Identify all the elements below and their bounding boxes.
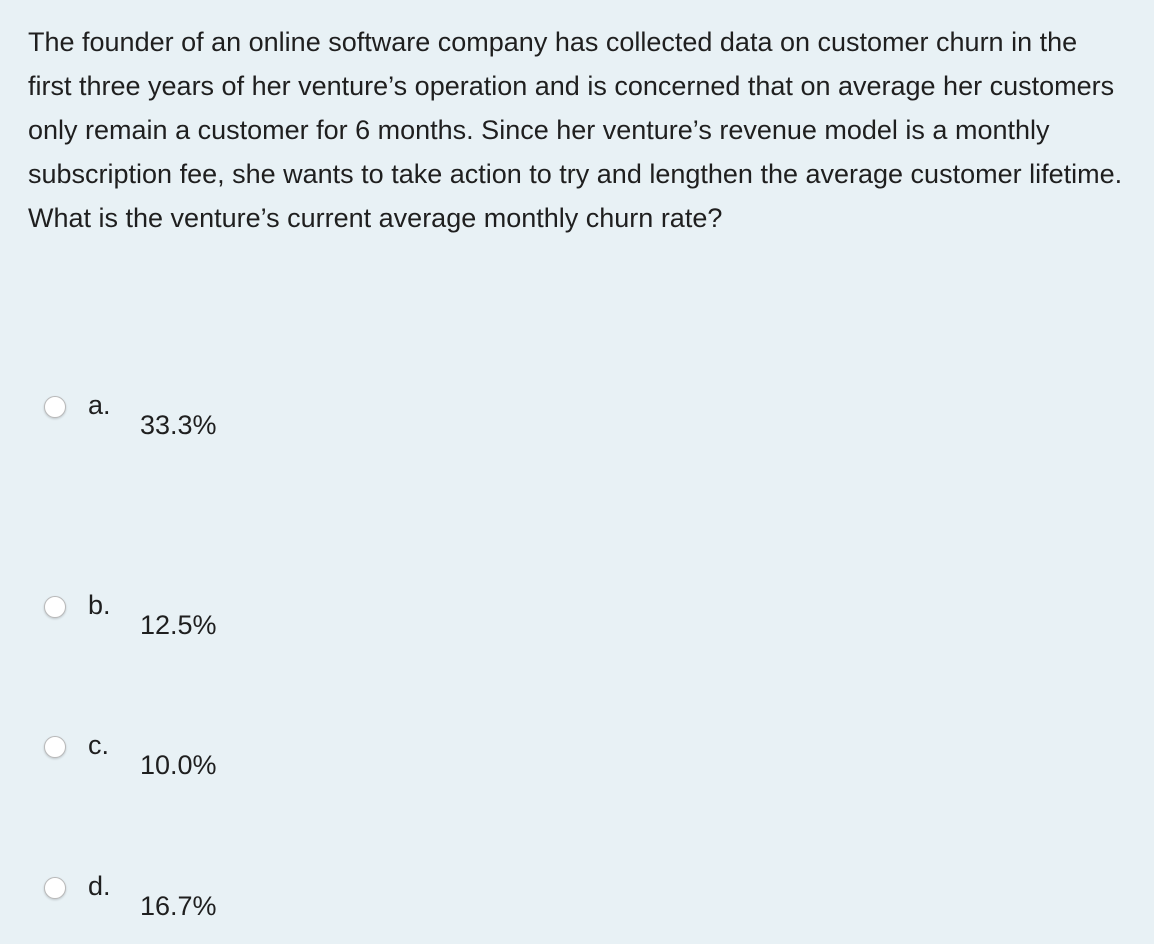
option-c[interactable]: c. 10.0% [44, 730, 444, 796]
radio-button-a[interactable] [44, 396, 66, 418]
question-text: The founder of an online software compan… [28, 27, 1123, 233]
option-letter: c. [88, 730, 110, 760]
option-a[interactable]: a. 33.3% [44, 390, 444, 456]
option-letter: b. [88, 590, 111, 620]
option-value: 33.3% [140, 410, 217, 440]
option-value: 16.7% [140, 891, 217, 921]
option-value: 12.5% [140, 610, 217, 640]
radio-button-b[interactable] [44, 596, 66, 618]
option-letter: a. [88, 390, 111, 420]
option-value: 10.0% [140, 750, 217, 780]
radio-button-d[interactable] [44, 877, 66, 899]
option-d[interactable]: d. 16.7% [44, 871, 444, 937]
radio-button-c[interactable] [44, 736, 66, 758]
option-b[interactable]: b. 12.5% [44, 590, 444, 656]
option-letter: d. [88, 871, 111, 901]
